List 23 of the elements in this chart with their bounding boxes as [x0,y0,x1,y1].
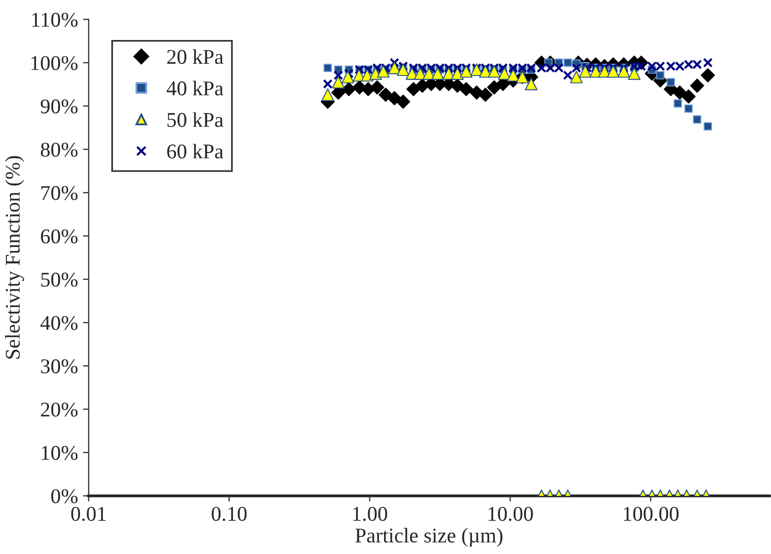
x-axis-title: Particle size (µm) [355,528,502,547]
legend-label: 40 kPa [166,80,224,96]
x-tick-label: 0.01 [71,506,106,521]
y-tick-label: 10% [42,446,78,460]
y-tick-label: 90% [40,99,78,114]
legend-label: 20 kPa [167,49,224,64]
y-tick-label: 60% [40,229,78,244]
x-tick-label: 100.00 [624,506,679,521]
x-tick-label: 10.00 [488,506,533,521]
y-tick-label: 20% [40,402,78,417]
legend-label: 50 kPa [168,112,224,127]
y-tick-label: 100% [31,56,78,70]
y-tick-label: 80% [40,142,78,157]
y-tick-label: 110% [32,12,78,27]
y-tick-label: 70% [41,186,78,200]
y-tick-label: 50% [41,272,78,287]
y-axis-title: Selectivity Function (%) [5,156,24,359]
legend-label: 60 kPa [167,144,224,159]
x-tick-label: 1.00 [353,506,388,521]
x-tick-label: 0.10 [212,506,247,521]
y-tick-label: 30% [41,359,78,374]
y-tick-label: 40% [40,316,78,330]
y-tick-label: 0% [51,489,78,504]
